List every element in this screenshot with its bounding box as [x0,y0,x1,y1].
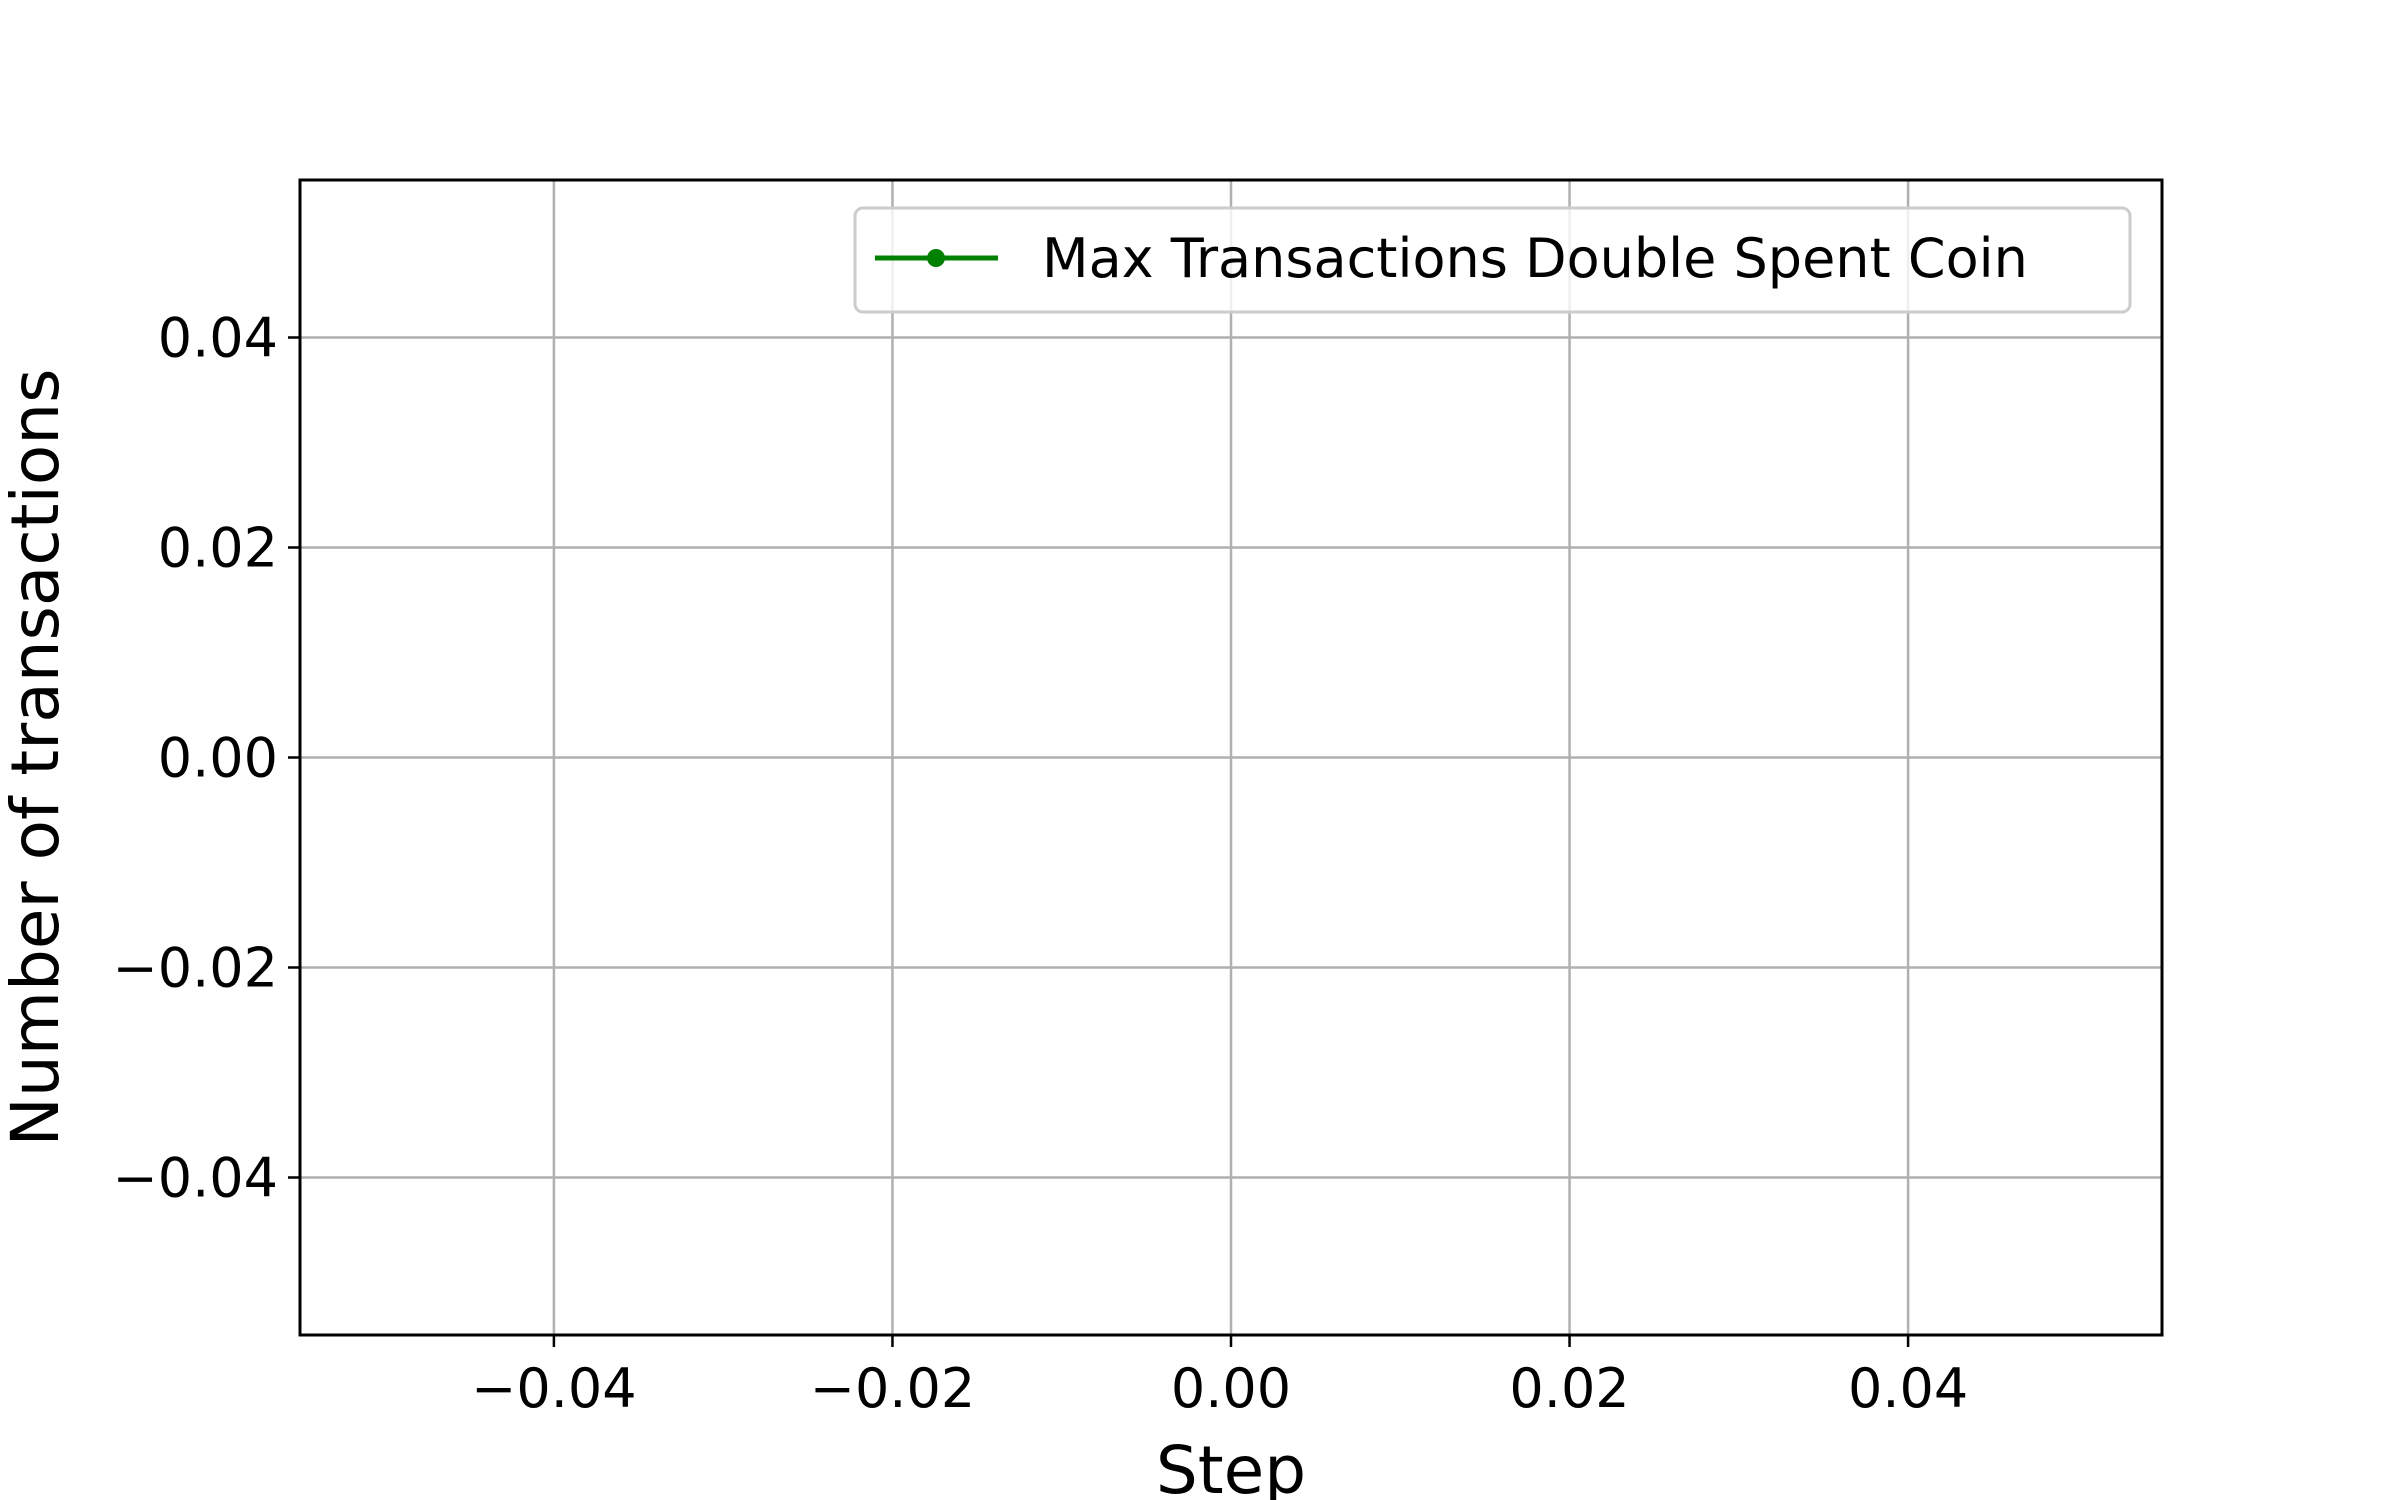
y-tick-label: 0.04 [158,307,278,370]
y-tick-label: 0.00 [158,727,278,790]
x-tick-label: −0.04 [471,1357,636,1420]
y-axis-label: Number of transactions [0,369,74,1147]
legend-box [853,206,2132,314]
y-tick-label: 0.02 [158,517,278,580]
legend-dot-marker [927,249,945,267]
y-tick-label: −0.04 [113,1147,278,1210]
x-tick-label: 0.04 [1848,1357,1968,1420]
legend-entry-label: Max Transactions Double Spent Coin [1042,227,2028,290]
x-tick-label: 0.02 [1509,1357,1629,1420]
x-tick-label: 0.00 [1171,1357,1291,1420]
legend: Max Transactions Double Spent Coin [853,206,2132,314]
grid [300,180,2162,1335]
x-axis-label: Step [1156,1432,1306,1500]
x-tick-label: −0.02 [810,1357,975,1420]
ticks: −0.04 −0.02 0.00 0.02 0.04 −0.04 −0.02 0.00 0.02… [113,307,1969,1421]
y-tick-label: −0.02 [113,937,278,1000]
